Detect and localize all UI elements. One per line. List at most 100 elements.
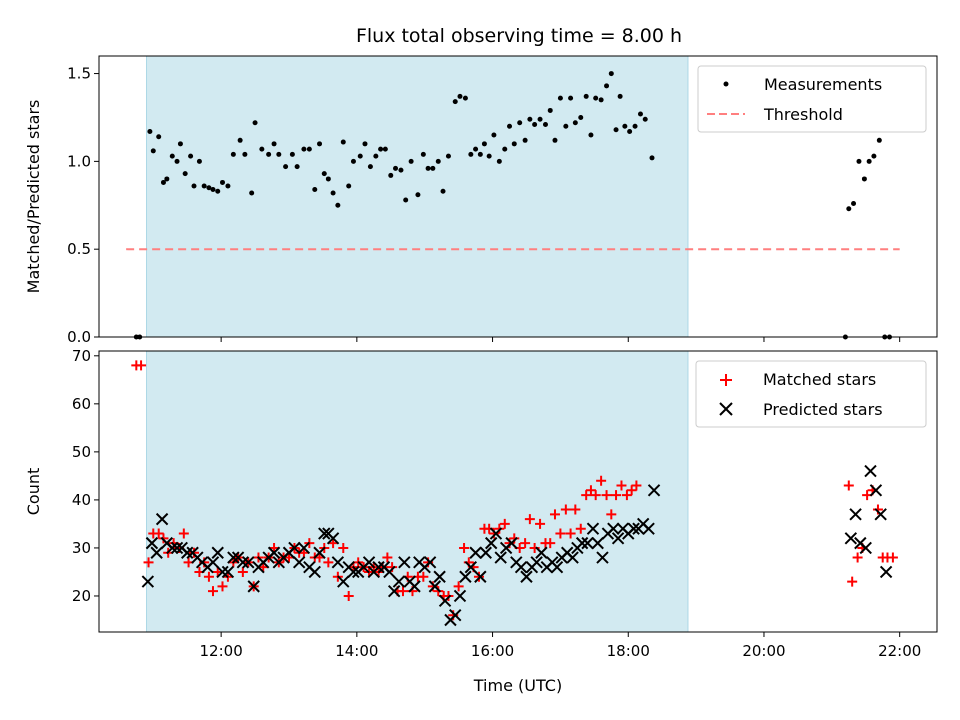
measurement-point [593, 95, 599, 101]
measurement-point [537, 116, 543, 122]
matched-star-point [418, 571, 429, 582]
predicted-star-point [596, 551, 609, 564]
predicted-star-point [211, 546, 224, 559]
legend-measurements-label: Measurements [764, 75, 882, 94]
matched-star-point [207, 586, 218, 597]
y-tick-label: 0.5 [67, 240, 91, 258]
matched-star-point [585, 485, 596, 496]
measurement-point [382, 146, 388, 152]
legend-predicted-label: Predicted stars [763, 400, 883, 419]
measurement-point [604, 83, 610, 89]
predicted-star-point [170, 541, 184, 555]
predicted-star-point [642, 522, 655, 535]
matched-star-point [178, 528, 189, 539]
matched-star-point [323, 557, 334, 568]
predicted-star-point [267, 546, 281, 559]
measurement-point [346, 183, 352, 189]
predicted-star-point [469, 546, 482, 559]
measurement-point [547, 107, 553, 113]
y-tick-label: 60 [72, 395, 91, 413]
measurement-point [330, 190, 336, 196]
measurement-point [306, 146, 312, 152]
matched-star-point [258, 562, 269, 573]
y-tick-label: 40 [72, 491, 91, 509]
matched-star-point [269, 542, 280, 553]
predicted-star-point [459, 570, 472, 583]
measurement-point [398, 167, 404, 173]
matched-star-point [887, 552, 898, 563]
matched-star-point [847, 576, 858, 587]
measurement-point [294, 164, 300, 170]
measurement-point [367, 164, 373, 170]
measurement-point [242, 151, 248, 157]
measurement-point [357, 153, 363, 159]
measurement-point [866, 158, 872, 164]
matched-star-point [606, 509, 617, 520]
matched-star-point [611, 490, 622, 501]
predicted-star-point [337, 575, 350, 588]
measurement-point [249, 190, 255, 196]
measurement-point [568, 95, 574, 101]
measurement-point [420, 151, 426, 157]
measurement-point [457, 93, 463, 99]
matched-star-point [555, 528, 566, 539]
matched-star-point [590, 490, 601, 501]
measurement-point [191, 183, 197, 189]
predicted-star-point [864, 464, 877, 478]
matched-star-point [575, 523, 586, 534]
predicted-star-point [520, 570, 533, 583]
matched-star-point [397, 586, 408, 597]
measurement-point [219, 179, 225, 185]
predicted-star-point [423, 556, 437, 569]
measurement-point [289, 151, 295, 157]
predicted-star-point [242, 556, 255, 569]
measurement-point [486, 153, 492, 159]
matched-star-point [524, 514, 535, 525]
bottom-panel: 20 30 40 50 60 70 12:00 14:00 16:00 18:00 20:00 22… [24, 347, 938, 695]
measurement-point [415, 192, 421, 198]
predicted-star-point [586, 522, 600, 535]
measurement-point [393, 165, 399, 171]
predicted-star-point [331, 556, 345, 569]
predicted-star-point [433, 570, 446, 583]
measurement-point [542, 121, 548, 127]
predicted-star-point [566, 551, 579, 564]
predicted-star-point [611, 532, 625, 545]
measurement-point [150, 148, 156, 154]
top-y-ticks: 0.0 0.5 1.0 1.5 [67, 65, 99, 346]
measurement-point [430, 165, 436, 171]
matched-star-point [237, 566, 248, 577]
predicted-star-point [530, 556, 543, 569]
measurement-point [861, 176, 867, 182]
bottom-y-ticks: 20 30 40 50 60 70 [72, 347, 99, 605]
measurement-point [196, 158, 202, 164]
measurement-point [350, 158, 356, 164]
matched-star-point [459, 542, 470, 553]
measurement-point [169, 153, 175, 159]
y-tick-label: 50 [72, 443, 91, 461]
matched-star-point [520, 538, 531, 549]
measurement-point [572, 120, 578, 126]
measurement-point [259, 146, 265, 152]
measurement-point [425, 165, 431, 171]
predicted-star-point [236, 556, 250, 569]
matched-star-point [596, 475, 607, 486]
predicted-star-point [879, 565, 893, 579]
predicted-star-point [326, 532, 340, 545]
measurement-point [473, 146, 479, 152]
measurement-point [335, 202, 341, 208]
predicted-star-point [372, 560, 385, 574]
measurement-point [388, 172, 394, 178]
predicted-star-point [535, 546, 548, 559]
bottom-legend: Matched stars Predicted stars [695, 360, 927, 428]
measurement-point [147, 129, 153, 135]
top-x-ticks [220, 337, 901, 342]
measurement-point [632, 123, 638, 129]
predicted-star-point [859, 541, 872, 555]
predicted-star-point [347, 565, 360, 579]
measurement-point [627, 129, 633, 135]
top-y-axis-label: Matched/Predicted stars [24, 100, 43, 294]
x-tick-label: 14:00 [335, 642, 378, 660]
predicted-star-point [874, 508, 887, 521]
predicted-star-point [479, 546, 492, 559]
